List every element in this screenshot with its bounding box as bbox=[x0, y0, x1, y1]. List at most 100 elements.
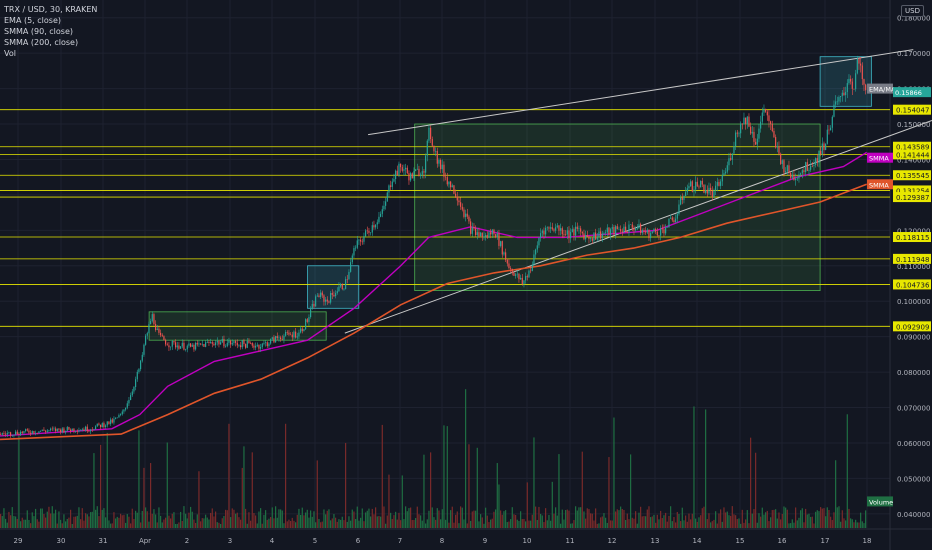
candle-body bbox=[696, 181, 698, 187]
candle-body bbox=[186, 345, 188, 350]
volume-bar bbox=[733, 514, 735, 528]
volume-bar bbox=[23, 519, 25, 528]
volume-bar bbox=[90, 512, 92, 528]
candle-body bbox=[750, 126, 752, 134]
volume-bar bbox=[40, 508, 42, 528]
candle-body bbox=[306, 319, 308, 322]
candle-body bbox=[768, 115, 770, 122]
candle-body bbox=[335, 293, 337, 297]
candle-body bbox=[580, 228, 582, 232]
volume-bar bbox=[536, 519, 538, 528]
volume-bar bbox=[75, 516, 77, 528]
volume-bar bbox=[191, 511, 193, 528]
volume-bar bbox=[353, 511, 355, 528]
candle-body bbox=[423, 171, 425, 173]
candle-body bbox=[620, 229, 622, 232]
volume-bar bbox=[816, 510, 818, 528]
volume-bar bbox=[541, 515, 543, 528]
candle-body bbox=[415, 169, 417, 172]
candle-body bbox=[130, 395, 132, 401]
symbol-title[interactable]: TRX / USD, 30, KRAKEN bbox=[4, 5, 98, 14]
volume-bar bbox=[306, 509, 308, 528]
volume-bar bbox=[216, 522, 218, 528]
indicator-smma-90[interactable]: SMMA (90, close) bbox=[4, 27, 74, 36]
candle-body bbox=[725, 171, 727, 174]
volume-bar bbox=[623, 509, 625, 528]
volume-bar bbox=[731, 506, 733, 528]
candle-body bbox=[433, 145, 435, 152]
volume-bar bbox=[511, 507, 513, 528]
candle-body bbox=[843, 92, 845, 96]
candle-body bbox=[535, 249, 537, 255]
candle-body bbox=[195, 342, 197, 350]
volume-bar bbox=[825, 516, 827, 528]
candle-body bbox=[268, 343, 270, 347]
level-price-tag bbox=[893, 170, 931, 181]
volume-bar bbox=[608, 457, 610, 528]
volume-bar bbox=[196, 514, 198, 528]
volume-bar bbox=[215, 511, 217, 528]
candle-body bbox=[753, 131, 755, 142]
candle-body bbox=[373, 225, 375, 228]
volume-bar bbox=[38, 521, 40, 528]
candle-body bbox=[720, 181, 722, 186]
candle-body bbox=[86, 426, 88, 432]
candle-body bbox=[821, 143, 823, 155]
candle-body bbox=[808, 169, 810, 171]
volume-bar bbox=[28, 519, 30, 528]
candle-body bbox=[211, 342, 213, 344]
volume-bar bbox=[723, 507, 725, 528]
candle-body bbox=[138, 369, 140, 372]
volume-bar bbox=[548, 515, 550, 528]
volume-bar bbox=[535, 506, 537, 528]
candle-body bbox=[145, 335, 147, 345]
level-price-tag bbox=[893, 279, 931, 290]
volume-bar bbox=[63, 514, 65, 528]
candle-body bbox=[723, 173, 725, 175]
volume-bar bbox=[601, 516, 603, 528]
candle-body bbox=[6, 432, 8, 435]
candle-body bbox=[180, 346, 182, 349]
volume-bar bbox=[225, 509, 227, 528]
candle-body bbox=[40, 430, 42, 432]
volume-bar bbox=[760, 516, 762, 528]
volume-bar bbox=[248, 512, 250, 528]
volume-bar bbox=[290, 520, 292, 528]
volume-bar bbox=[841, 510, 843, 528]
indicator-ema[interactable]: EMA (5, close) bbox=[4, 16, 61, 25]
candle-body bbox=[411, 173, 413, 179]
candle-body bbox=[820, 150, 822, 155]
volume-bar bbox=[850, 518, 852, 528]
candle-body bbox=[85, 426, 87, 431]
candle-body bbox=[641, 230, 643, 234]
volume-bar bbox=[843, 518, 845, 528]
volume-bar bbox=[480, 514, 482, 528]
candle-body bbox=[856, 58, 858, 74]
candle-body bbox=[253, 345, 255, 348]
volume-bar bbox=[720, 509, 722, 528]
candle-body bbox=[673, 220, 675, 223]
volume-bar bbox=[773, 509, 775, 528]
candle-body bbox=[540, 233, 542, 238]
candle-body bbox=[523, 280, 525, 285]
candle-body bbox=[780, 153, 782, 164]
candle-body bbox=[848, 78, 850, 84]
candle-body bbox=[315, 296, 317, 307]
candle-body bbox=[430, 127, 432, 140]
volume-bar bbox=[470, 520, 472, 528]
volume-bar bbox=[683, 520, 685, 528]
candle-body bbox=[420, 174, 422, 177]
candle-body bbox=[615, 226, 617, 235]
indicator-smma-200[interactable]: SMMA (200, close) bbox=[4, 38, 79, 47]
candle-body bbox=[386, 192, 388, 202]
indicator-volume[interactable]: Vol bbox=[4, 49, 16, 58]
volume-bar bbox=[261, 523, 263, 528]
volume-bar bbox=[138, 430, 140, 528]
volume-bar bbox=[123, 514, 125, 528]
volume-bar bbox=[220, 523, 222, 528]
currency-button[interactable]: USD bbox=[901, 5, 924, 17]
candle-body bbox=[323, 295, 325, 302]
candle-body bbox=[56, 428, 58, 432]
candle-body bbox=[440, 160, 442, 170]
